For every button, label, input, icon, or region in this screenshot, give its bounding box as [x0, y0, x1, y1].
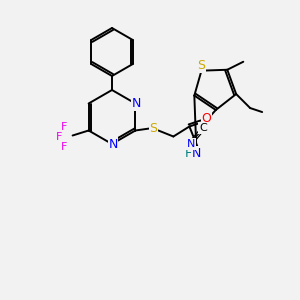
Text: N: N [187, 139, 195, 149]
Text: F: F [60, 122, 67, 131]
Text: N: N [192, 147, 201, 160]
Text: S: S [197, 59, 206, 72]
Text: C: C [199, 123, 207, 133]
Text: F: F [56, 131, 62, 142]
Text: H: H [185, 147, 194, 160]
Text: N: N [132, 97, 141, 110]
Text: F: F [60, 142, 67, 152]
Text: N: N [108, 137, 118, 151]
Text: O: O [201, 112, 211, 125]
Text: S: S [149, 122, 158, 135]
